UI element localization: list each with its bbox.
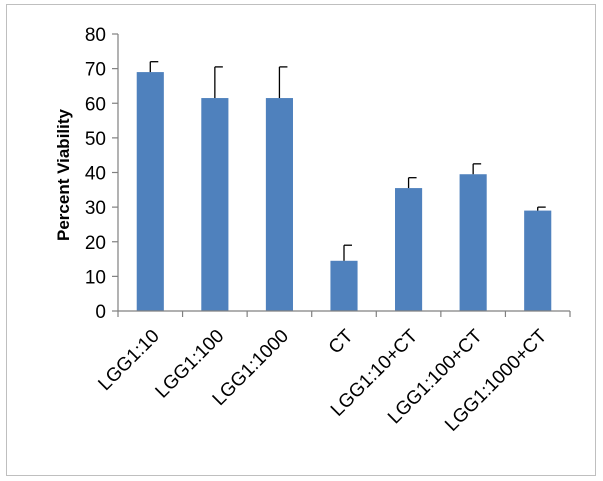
bar xyxy=(265,98,293,312)
y-tick-label: 0 xyxy=(95,302,106,323)
bars xyxy=(136,72,552,312)
chart-frame xyxy=(6,4,596,476)
bar xyxy=(395,188,423,311)
y-tick-label: 60 xyxy=(85,94,106,115)
y-axis: 0 10 20 30 40 50 60 70 80 xyxy=(85,25,119,323)
y-tick-label: 20 xyxy=(85,233,106,254)
y-axis-label: Percent Viability xyxy=(54,108,73,241)
y-tick-label: 80 xyxy=(85,25,106,46)
y-tick-label: 10 xyxy=(85,267,106,288)
bar xyxy=(459,174,487,311)
error-bars xyxy=(149,61,546,261)
bar xyxy=(330,260,358,311)
y-tick-label: 70 xyxy=(85,60,106,81)
y-tick-label: 40 xyxy=(85,164,106,185)
bar xyxy=(524,210,552,311)
bar xyxy=(136,72,164,312)
x-tick-label: CT xyxy=(325,325,358,358)
y-tick-label: 50 xyxy=(85,129,106,150)
y-tick-label: 30 xyxy=(85,198,106,219)
bar xyxy=(201,98,229,312)
